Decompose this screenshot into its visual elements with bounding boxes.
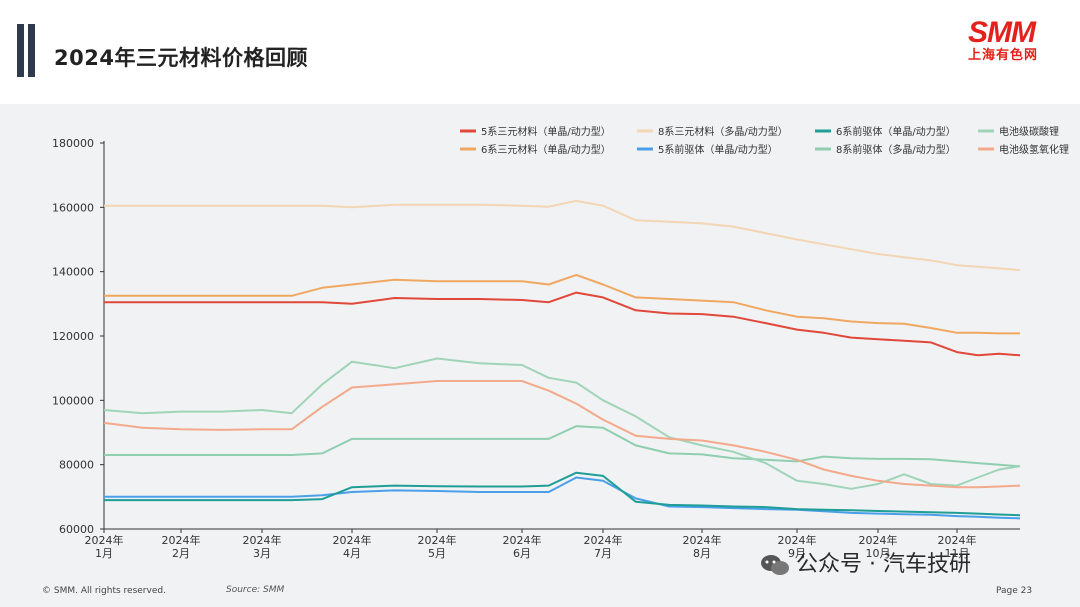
watermark-text: 公众号 · 汽车技研 — [796, 552, 971, 577]
wechat-icon — [761, 555, 789, 575]
series-line-1 — [104, 291, 1021, 357]
x-tick-year: 2024年 — [503, 533, 542, 547]
x-tick-month: 10月 — [866, 547, 891, 560]
x-tick-year: 2024年 — [778, 533, 817, 547]
legend-label: 6系前驱体（单晶/动力型） — [836, 125, 956, 138]
x-tick-month: 7月 — [594, 547, 612, 560]
page-number: Page 23 — [996, 586, 1033, 596]
y-tick-label: 80000 — [59, 459, 94, 472]
x-tick-month: 9月 — [788, 547, 806, 560]
x-tick-year: 2024年 — [85, 533, 124, 547]
logo-subtitle: 上海有色网 — [968, 48, 1039, 63]
x-tick-month: 11月 — [945, 547, 970, 560]
series-line-3 — [104, 199, 1021, 272]
legend-label: 电池级碳酸锂 — [999, 125, 1059, 138]
legend-label: 电池级氢氧化锂 — [999, 143, 1069, 156]
x-tick-year: 2024年 — [333, 533, 372, 547]
watermark: 公众号 · 汽车技研 — [760, 546, 971, 578]
series-line-7 — [103, 357, 1021, 490]
x-tick-month: 2月 — [172, 547, 190, 560]
x-tick-month: 4月 — [343, 547, 361, 560]
legend-label: 6系三元材料（单晶/动力型） — [481, 143, 611, 156]
legend-label: 8系前驱体（多晶/动力型） — [836, 143, 956, 156]
legend-label: 5系三元材料（单晶/动力型） — [481, 125, 611, 138]
x-tick-month: 5月 — [428, 547, 446, 560]
x-tick-year: 2024年 — [418, 533, 457, 547]
x-tick-year: 2024年 — [584, 533, 623, 547]
y-tick-label: 140000 — [52, 266, 94, 279]
series-line-4 — [104, 476, 1021, 520]
source-note: Source: SMM — [226, 585, 285, 595]
slide-header: 2024年三元材料价格回顾 SMM 上海有色网 — [0, 0, 1080, 104]
series-line-6 — [104, 425, 1021, 468]
y-tick-label: 60000 — [59, 523, 94, 536]
slide-title: 2024年三元材料价格回顾 — [54, 46, 308, 70]
x-tick-month: 6月 — [513, 547, 531, 560]
copyright: © SMM. All rights reserved. — [42, 586, 166, 596]
y-tick-label: 120000 — [52, 330, 94, 343]
x-tick-year: 2024年 — [683, 533, 722, 547]
x-tick-year: 2024年 — [162, 533, 201, 547]
logo-text: SMM — [968, 16, 1036, 49]
header-accent-bar — [28, 24, 35, 77]
x-tick-month: 8月 — [693, 547, 711, 560]
series-line-2 — [104, 273, 1020, 335]
header-accent-bar — [17, 24, 24, 77]
legend-label: 5系前驱体（单晶/动力型） — [658, 143, 778, 156]
x-tick-year: 2024年 — [859, 533, 898, 547]
y-tick-label: 100000 — [52, 394, 94, 407]
x-tick-year: 2024年 — [243, 533, 282, 547]
chart-panel — [0, 104, 1080, 607]
y-tick-label: 180000 — [52, 137, 94, 150]
x-tick-month: 3月 — [253, 547, 271, 560]
legend-label: 8系三元材料（多晶/动力型） — [658, 125, 788, 138]
x-tick-month: 1月 — [95, 547, 113, 560]
series-line-8 — [103, 380, 1021, 489]
y-tick-label: 160000 — [52, 201, 94, 214]
smm-logo: SMM 上海有色网 — [968, 18, 1060, 64]
series-line-5 — [104, 471, 1021, 517]
x-tick-year: 2024年 — [938, 533, 977, 547]
